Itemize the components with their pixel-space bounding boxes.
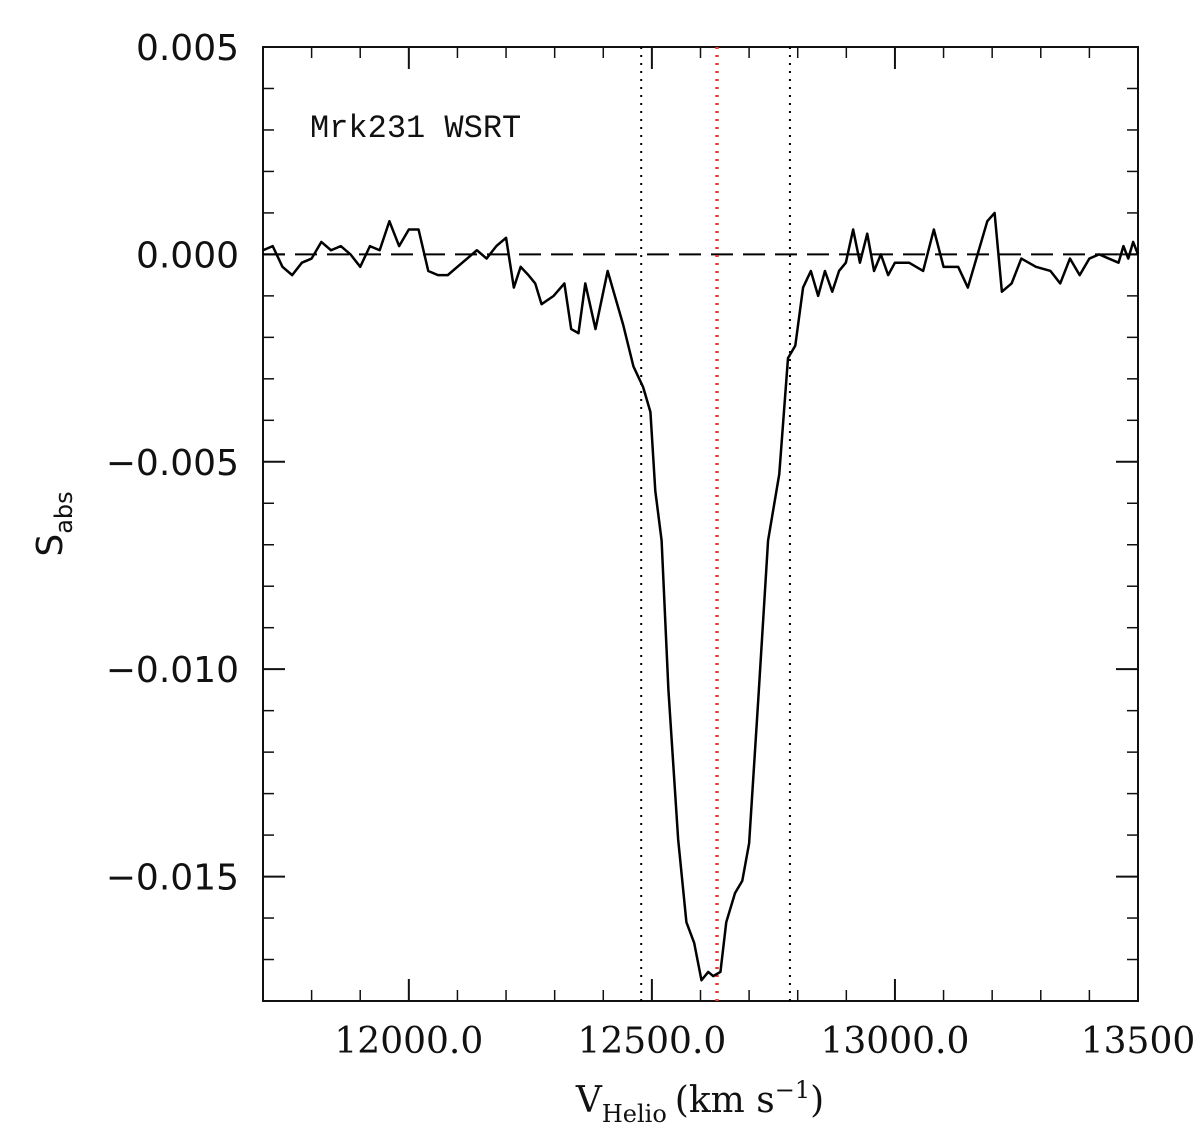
x-label-sup: −1 xyxy=(775,1076,810,1104)
y-label-sub: abs xyxy=(50,491,78,533)
y-tick-label: −0.010 xyxy=(106,650,239,691)
annotation: Mrk231 WSRT xyxy=(310,110,521,147)
x-label-main: V xyxy=(575,1080,603,1121)
plot-frame xyxy=(262,46,1139,1002)
y-tick-label: −0.015 xyxy=(106,858,239,899)
y-tick-label: 0.000 xyxy=(136,235,239,276)
x-label-sub: Helio xyxy=(602,1100,667,1128)
x-label-unit: (km s xyxy=(675,1080,775,1121)
y-label-main: S xyxy=(30,534,71,557)
y-axis-label: Sabs xyxy=(30,491,78,556)
y-tick-label: −0.005 xyxy=(106,443,239,484)
x-tick-label: 12000.0 xyxy=(334,1021,483,1062)
x-tick-label: 13000.0 xyxy=(821,1021,970,1062)
x-tick-label: 13500 xyxy=(1081,1021,1196,1062)
x-label-close: ) xyxy=(810,1080,824,1121)
x-tick-label: 12500.0 xyxy=(577,1021,726,1062)
y-tick-label: 0.005 xyxy=(136,28,239,69)
spectrum-line xyxy=(262,211,1140,982)
x-axis-label: VHelio (km s−1) xyxy=(575,1076,824,1128)
